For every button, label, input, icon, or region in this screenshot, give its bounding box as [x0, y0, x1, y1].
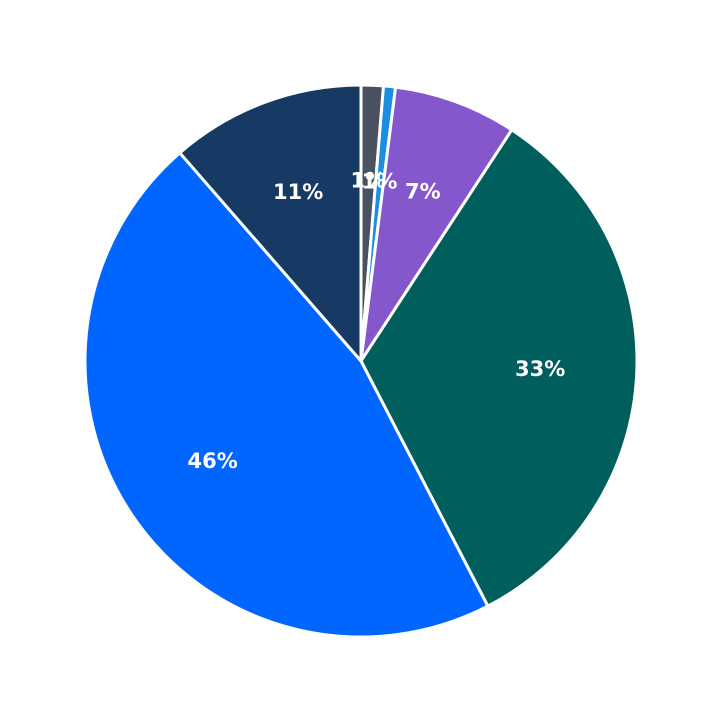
slice-label: 33%: [515, 357, 565, 381]
slice-label: 11%: [273, 180, 323, 204]
slice-label: 1%: [362, 170, 398, 194]
pie-slice: [359, 85, 514, 363]
pie-slice: [178, 83, 363, 363]
slice-label: 7%: [405, 180, 441, 204]
pie-slice: [83, 151, 490, 639]
slice-label: 46%: [187, 449, 237, 473]
slice-label: 1%: [350, 169, 386, 193]
pie-slice: [359, 128, 639, 608]
